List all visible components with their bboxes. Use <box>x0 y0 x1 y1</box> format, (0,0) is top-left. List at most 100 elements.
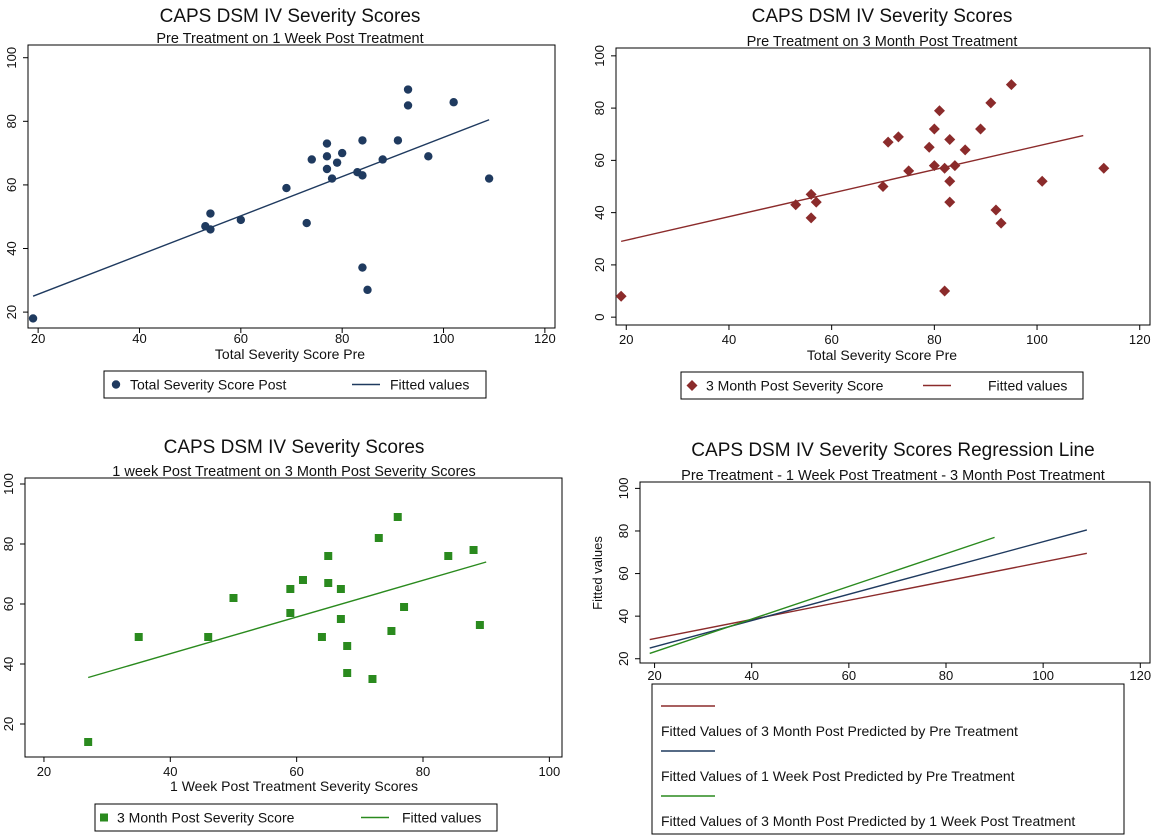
legend-label: Total Severity Score Post <box>130 377 287 393</box>
x-tick-label: 80 <box>927 332 941 347</box>
data-point <box>995 217 1007 229</box>
y-tick-label: 80 <box>1 537 16 551</box>
data-point <box>939 162 951 174</box>
chart-subtitle: 1 week Post Treatment on 3 Month Post Se… <box>112 464 475 480</box>
data-point <box>286 609 295 617</box>
x-tick-label: 40 <box>722 332 736 347</box>
chart-panel-2: CAPS DSM IV Severity Scores Pre Treatment… <box>592 6 1151 400</box>
legend-label: 3 Month Post Severity Score <box>706 378 884 394</box>
y-tick-label: 80 <box>592 101 607 115</box>
x-tick-label: 20 <box>31 331 45 346</box>
chart-panel-1: CAPS DSM IV Severity Scores Pre Treatment… <box>4 6 556 399</box>
x-tick-label: 40 <box>132 331 146 346</box>
data-point <box>307 155 316 164</box>
legend-marker <box>100 813 108 822</box>
data-point <box>615 290 627 302</box>
legend-label: Fitted Values of 3 Month Post Predicted … <box>661 723 1018 739</box>
data-point <box>933 105 945 117</box>
x-tick-label: 40 <box>163 764 177 779</box>
chart-subtitle: Pre Treatment - 1 Week Post Treatment - … <box>681 468 1105 484</box>
y-tick-label: 100 <box>592 45 607 67</box>
plot-area <box>27 44 556 329</box>
data-point <box>206 225 215 234</box>
data-point <box>424 152 433 161</box>
legend-box <box>103 370 487 399</box>
data-point <box>206 209 215 218</box>
data-point <box>1036 175 1048 187</box>
fitted-line <box>620 134 1084 243</box>
data-point <box>903 165 915 177</box>
y-tick-label: 20 <box>616 652 631 666</box>
data-point <box>944 133 956 145</box>
data-point <box>928 160 940 172</box>
y-tick-label: 60 <box>1 597 16 611</box>
data-point <box>336 615 345 623</box>
x-tick-label: 100 <box>1026 332 1048 347</box>
x-tick-label: 120 <box>534 331 556 346</box>
data-point <box>134 633 143 641</box>
chart-panel-3: CAPS DSM IV Severity Scores 1 week Post T… <box>1 437 563 832</box>
y-tick-label: 40 <box>4 241 19 255</box>
data-point <box>236 215 246 225</box>
x-tick-label: 100 <box>1032 668 1054 683</box>
data-point <box>939 285 951 297</box>
data-point <box>374 534 383 542</box>
fitted-line <box>87 561 487 679</box>
data-point <box>959 144 971 156</box>
data-point <box>403 101 413 110</box>
x-tick-label: 60 <box>842 668 856 683</box>
x-tick-label: 80 <box>416 764 430 779</box>
x-tick-label: 80 <box>335 331 349 346</box>
series-line <box>649 552 1087 641</box>
x-axis-label: Total Severity Score Pre <box>807 347 957 363</box>
y-tick-label: 100 <box>1 473 16 495</box>
y-tick-label: 80 <box>616 524 631 538</box>
x-axis-label: 1 Week Post Treatment Severity Scores <box>170 778 418 794</box>
data-point <box>403 85 413 94</box>
y-tick-label: 60 <box>592 153 607 167</box>
legend-label: Fitted Values of 1 Week Post Predicted b… <box>661 768 1015 784</box>
y-tick-label: 60 <box>616 566 631 580</box>
legend-label: 3 Month Post Severity Score <box>117 810 295 826</box>
y-tick-label: 100 <box>616 478 631 500</box>
x-tick-label: 100 <box>433 331 455 346</box>
data-point <box>336 585 345 593</box>
data-point <box>358 171 367 180</box>
data-point <box>337 148 347 158</box>
data-point <box>28 314 38 323</box>
x-tick-label: 20 <box>619 332 633 347</box>
data-point <box>368 675 377 683</box>
data-point <box>324 579 333 587</box>
x-tick-label: 60 <box>289 764 303 779</box>
y-tick-label: 60 <box>4 178 19 192</box>
chart-subtitle: Pre Treatment on 1 Week Post Treatment <box>156 31 423 47</box>
series-line <box>649 536 995 655</box>
x-tick-label: 20 <box>647 668 661 683</box>
data-point <box>282 183 291 193</box>
data-point <box>928 123 940 135</box>
data-point <box>400 603 409 611</box>
data-point <box>358 263 367 272</box>
data-point <box>317 633 326 641</box>
data-point <box>343 669 352 677</box>
x-tick-label: 40 <box>744 668 758 683</box>
x-axis-label: Total Severity Score Pre <box>215 346 365 362</box>
data-point <box>449 98 458 107</box>
fitted-line <box>32 119 490 297</box>
chart-title: CAPS DSM IV Severity Scores <box>752 6 1013 27</box>
data-point <box>990 204 1002 216</box>
y-tick-label: 20 <box>4 305 19 319</box>
legend-label: Fitted values <box>390 377 469 393</box>
data-point <box>469 546 478 554</box>
data-point <box>484 174 494 183</box>
y-tick-label: 40 <box>592 205 607 219</box>
chart-subtitle: Pre Treatment on 3 Month Post Treatment <box>747 34 1018 50</box>
data-point <box>204 633 213 641</box>
data-point <box>286 585 295 593</box>
y-tick-label: 20 <box>592 258 607 272</box>
data-point <box>84 738 93 746</box>
y-axis-label: Fitted values <box>590 536 605 610</box>
legend-label: Fitted values <box>402 810 481 826</box>
data-point <box>1098 162 1110 174</box>
data-point <box>298 576 307 584</box>
